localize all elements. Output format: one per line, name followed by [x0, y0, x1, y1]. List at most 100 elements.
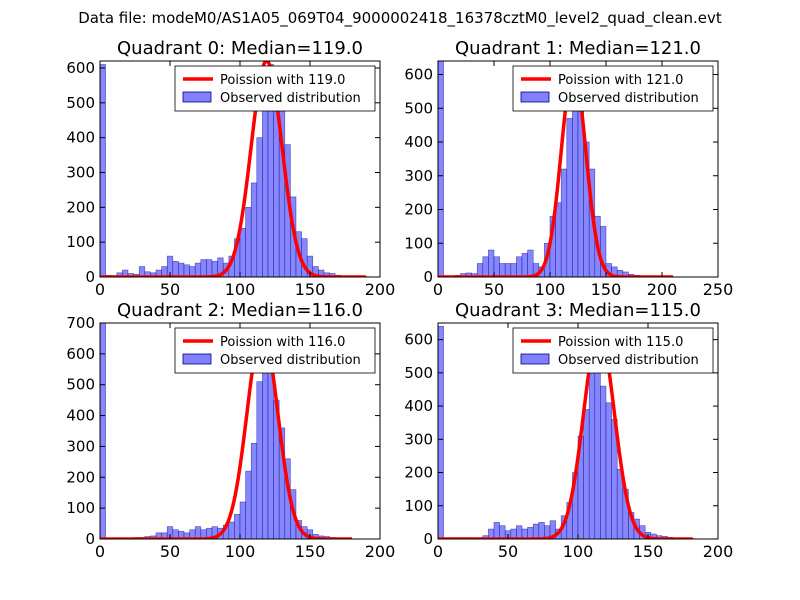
poisson-curve: [438, 329, 694, 539]
histogram-bar: [438, 326, 444, 539]
x-tick-label: 0: [433, 542, 443, 561]
legend-box: [512, 327, 714, 374]
legend-line-label: Poission with 119.0: [220, 73, 345, 88]
quadrant-0-panel: Quadrant 0: Median=119.0 0 50 100 150 200 0 100…: [66, 38, 395, 299]
y-tick-label: 400: [66, 129, 95, 147]
legend: Poission with 119.0 Observed distribution: [174, 65, 376, 112]
histogram-bar: [183, 264, 190, 277]
x-tick-label: 150: [591, 280, 622, 299]
legend-box: [174, 327, 376, 374]
histogram-bar: [178, 262, 185, 277]
chart-title: Quadrant 2: Median=116.0: [117, 300, 363, 321]
legend-bar-label: Observed distribution: [558, 91, 699, 106]
x-tick-label: 200: [365, 280, 396, 299]
x-tick-label: 50: [498, 542, 518, 561]
legend-bar-swatch: [182, 91, 212, 103]
histogram-bar: [493, 522, 500, 539]
figure-title: Data file: modeM0/AS1A05_069T04_90000024…: [78, 9, 722, 28]
legend-box: [174, 65, 376, 112]
histogram-bar: [488, 249, 495, 277]
legend-bar-label: Observed distribution: [220, 353, 361, 368]
histogram-bar: [588, 349, 596, 539]
y-tick-label: 500: [66, 376, 95, 394]
histogram-bar: [516, 256, 523, 277]
y-tick-label: 100: [66, 233, 95, 251]
y-tick-label: 200: [66, 198, 95, 216]
histogram-bar: [499, 525, 506, 539]
histogram-bar: [256, 137, 263, 277]
x-tick-label: 50: [484, 280, 504, 299]
histogram-bar: [600, 385, 607, 539]
histogram-bar: [566, 118, 573, 277]
quadrant-1-panel: Quadrant 1: Median=121.0 0 50 100 150 200 250 0…: [404, 38, 733, 299]
y-tick-label: 200: [66, 468, 95, 486]
histogram-bar: [256, 381, 263, 539]
histogram-bar: [583, 409, 590, 539]
y-tick-label: 100: [404, 234, 433, 252]
histogram-bar: [527, 249, 534, 277]
histogram-bar: [555, 202, 562, 277]
histogram-bar: [239, 501, 246, 539]
histogram-bar: [516, 525, 523, 539]
quadrant-2-panel: Quadrant 2: Median=116.0 0 50 100 150 200 0 100…: [66, 300, 395, 561]
x-tick-label: 50: [160, 280, 180, 299]
histogram-bar: [194, 526, 202, 539]
y-tick-label: 500: [66, 94, 95, 112]
y-tick-label: 600: [404, 331, 433, 349]
x-tick-label: 0: [95, 280, 105, 299]
legend-bar-swatch: [520, 353, 550, 365]
x-tick-label: 0: [433, 280, 443, 299]
legend-line-label: Poission with 121.0: [558, 73, 683, 88]
y-tick-label: 0: [423, 530, 433, 548]
histogram-bar: [250, 443, 258, 539]
x-tick-label: 100: [563, 542, 594, 561]
y-tick-label: 600: [404, 66, 433, 84]
histogram-bar: [267, 365, 274, 539]
quadrant-3-panel: Quadrant 3: Median=115.0 0 50 100 150 200 0 100…: [404, 300, 733, 561]
x-tick-label: 100: [225, 280, 256, 299]
y-tick-label: 300: [66, 163, 95, 181]
y-tick-label: 500: [404, 364, 433, 382]
x-tick-label: 100: [225, 542, 256, 561]
poisson-curve: [438, 67, 675, 277]
histogram-bar: [245, 470, 252, 539]
histogram-bar: [499, 263, 506, 277]
x-tick-label: 150: [295, 280, 326, 299]
histogram-bar: [438, 61, 444, 277]
histogram-bar: [194, 262, 202, 277]
histogram-bar: [262, 365, 269, 539]
y-tick-label: 0: [85, 268, 95, 286]
y-tick-label: 500: [404, 99, 433, 117]
x-tick-label: 200: [703, 542, 734, 561]
y-tick-label: 100: [404, 497, 433, 515]
histogram-bar: [200, 259, 207, 277]
legend-bar-label: Observed distribution: [220, 91, 361, 106]
histogram-bar: [532, 523, 540, 539]
histogram-bar: [228, 521, 235, 539]
histogram-bar: [482, 256, 489, 277]
histogram-bar: [538, 522, 545, 539]
legend: Poission with 121.0 Observed distribution: [512, 65, 714, 112]
histogram-bar: [521, 253, 528, 277]
y-tick-label: 600: [66, 59, 95, 77]
y-tick-label: 700: [66, 314, 95, 332]
histogram-bar: [245, 207, 252, 277]
histogram-bar: [493, 256, 500, 277]
histogram-bar: [262, 95, 269, 277]
chart-title: Quadrant 0: Median=119.0: [117, 38, 363, 59]
y-tick-label: 400: [404, 397, 433, 415]
y-tick-label: 300: [404, 430, 433, 448]
y-tick-label: 400: [404, 133, 433, 151]
histogram-bar: [206, 259, 213, 277]
y-tick-label: 0: [423, 268, 433, 286]
histogram-bar: [100, 64, 106, 277]
histogram-bar: [594, 352, 601, 539]
histogram-bar: [234, 514, 241, 539]
y-tick-label: 400: [66, 407, 95, 425]
x-tick-label: 0: [95, 542, 105, 561]
plot-area: [438, 326, 696, 539]
histogram-bar: [100, 323, 106, 539]
x-tick-label: 250: [703, 280, 734, 299]
y-tick-label: 200: [404, 201, 433, 219]
